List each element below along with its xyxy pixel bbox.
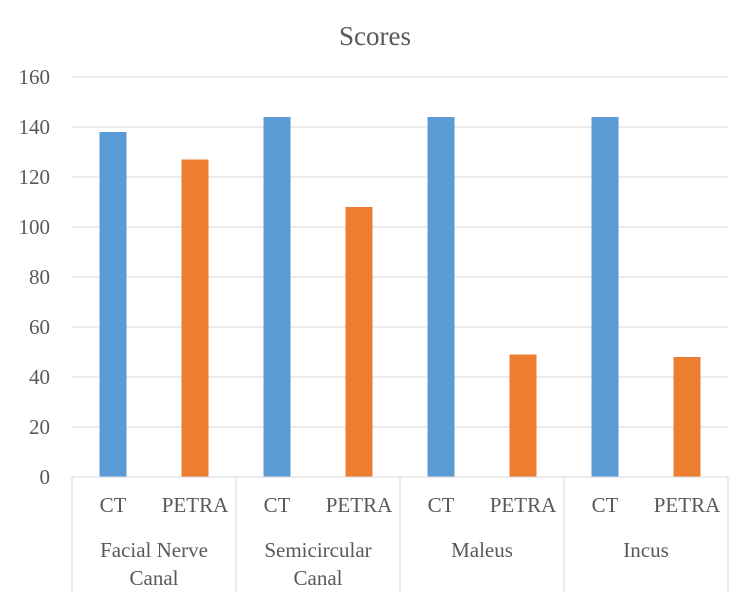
y-tick-label: 80 xyxy=(29,265,50,289)
gridlines xyxy=(72,76,728,428)
bar-ct xyxy=(99,132,127,477)
group-label: Canal xyxy=(130,566,179,590)
y-axis: 0 20 40 60 80 100 120 140 160 xyxy=(19,65,51,489)
y-tick-label: 60 xyxy=(29,315,50,339)
y-tick-label: 40 xyxy=(29,365,50,389)
group-label: Incus xyxy=(623,538,669,562)
sub-category-label: PETRA xyxy=(162,493,229,517)
bar-ct xyxy=(591,117,619,477)
sub-category-label: PETRA xyxy=(490,493,557,517)
x-axis: CT PETRA Facial Nerve Canal CT PETRA Semicircu… xyxy=(71,476,729,592)
y-tick-label: 140 xyxy=(19,115,51,139)
sub-category-label: CT xyxy=(100,493,127,517)
chart-title: Scores xyxy=(339,21,411,51)
y-tick-label: 120 xyxy=(19,165,51,189)
group-label: Maleus xyxy=(451,538,513,562)
sub-category-label: CT xyxy=(592,493,619,517)
y-tick-label: 0 xyxy=(40,465,51,489)
bar-petra xyxy=(345,207,373,477)
bar-petra xyxy=(181,159,209,477)
bar-ct xyxy=(427,117,455,477)
sub-category-label: PETRA xyxy=(326,493,393,517)
bar-petra xyxy=(673,357,701,477)
sub-category-label: CT xyxy=(428,493,455,517)
sub-category-label: CT xyxy=(264,493,291,517)
y-tick-label: 20 xyxy=(29,415,50,439)
group-label: Semicircular xyxy=(264,538,371,562)
group-label: Canal xyxy=(294,566,343,590)
y-tick-label: 100 xyxy=(19,215,51,239)
y-tick-label: 160 xyxy=(19,65,51,89)
sub-category-label: PETRA xyxy=(654,493,721,517)
bars xyxy=(99,117,701,477)
bar-petra xyxy=(509,354,537,477)
bar-ct xyxy=(263,117,291,477)
group-label: Facial Nerve xyxy=(100,538,208,562)
